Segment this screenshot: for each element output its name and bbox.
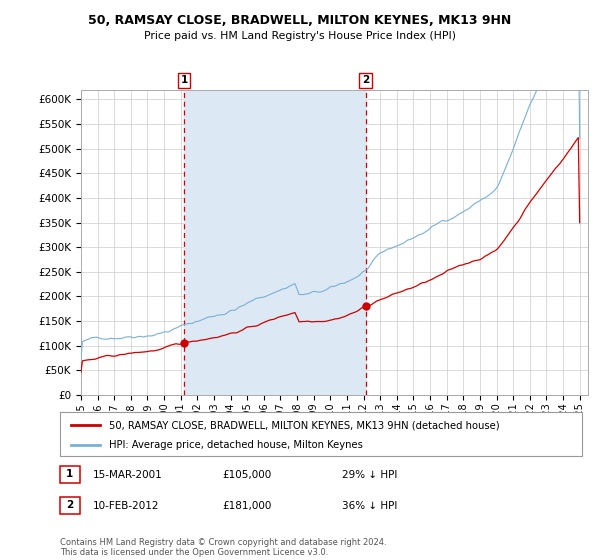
Text: 50, RAMSAY CLOSE, BRADWELL, MILTON KEYNES, MK13 9HN (detached house): 50, RAMSAY CLOSE, BRADWELL, MILTON KEYNE… bbox=[109, 420, 499, 430]
Text: 10-FEB-2012: 10-FEB-2012 bbox=[93, 501, 160, 511]
Text: 50, RAMSAY CLOSE, BRADWELL, MILTON KEYNES, MK13 9HN: 50, RAMSAY CLOSE, BRADWELL, MILTON KEYNE… bbox=[88, 14, 512, 27]
Text: HPI: Average price, detached house, Milton Keynes: HPI: Average price, detached house, Milt… bbox=[109, 440, 362, 450]
Text: 29% ↓ HPI: 29% ↓ HPI bbox=[342, 470, 397, 480]
Text: Contains HM Land Registry data © Crown copyright and database right 2024.
This d: Contains HM Land Registry data © Crown c… bbox=[60, 538, 386, 557]
Bar bbox=[184, 90, 365, 395]
Text: Price paid vs. HM Land Registry's House Price Index (HPI): Price paid vs. HM Land Registry's House … bbox=[144, 31, 456, 41]
Text: 2: 2 bbox=[66, 500, 74, 510]
Text: £105,000: £105,000 bbox=[222, 470, 271, 480]
Text: 15-MAR-2001: 15-MAR-2001 bbox=[93, 470, 163, 480]
Text: 36% ↓ HPI: 36% ↓ HPI bbox=[342, 501, 397, 511]
Text: 2: 2 bbox=[362, 76, 369, 86]
Text: 1: 1 bbox=[181, 76, 188, 86]
Text: 1: 1 bbox=[66, 469, 74, 479]
Text: £181,000: £181,000 bbox=[222, 501, 271, 511]
